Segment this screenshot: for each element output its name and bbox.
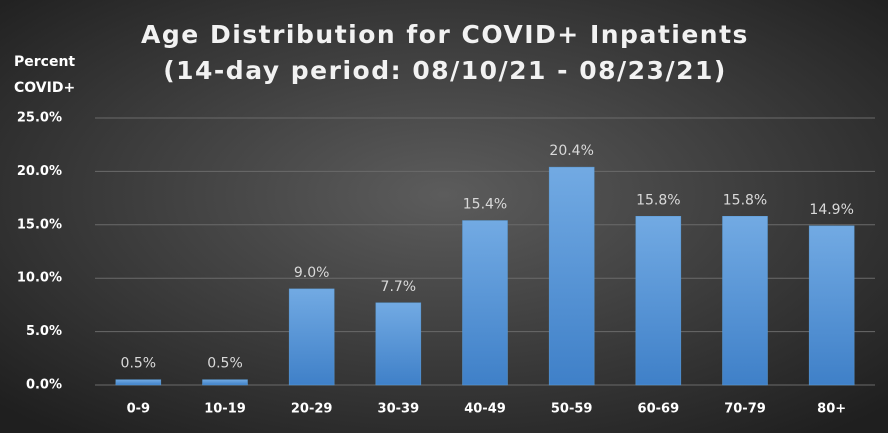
y-tick-label: 0.0%	[26, 378, 62, 393]
bar	[635, 216, 682, 386]
bar	[548, 166, 595, 386]
x-tick-label: 40-49	[464, 402, 506, 417]
bar	[375, 302, 422, 386]
data-label: 0.5%	[207, 356, 243, 372]
bar	[808, 225, 855, 386]
x-tick-label: 10-19	[204, 402, 246, 417]
data-label: 15.4%	[463, 197, 507, 213]
bar	[202, 379, 248, 386]
data-label: 9.0%	[294, 265, 330, 281]
x-tick-label: 60-69	[638, 402, 680, 417]
x-tick-label: 70-79	[724, 402, 766, 417]
y-axis-label: COVID+	[14, 80, 75, 96]
bar	[722, 216, 768, 386]
bar	[462, 220, 508, 386]
bar	[115, 379, 162, 386]
data-label: 14.9%	[809, 202, 853, 218]
x-tick-label: 0-9	[127, 402, 151, 417]
y-tick-label: 10.0%	[17, 271, 62, 286]
x-tick-label: 50-59	[551, 402, 593, 417]
chart-title: Age Distribution for COVID+ Inpatients	[141, 20, 749, 49]
data-label: 20.4%	[549, 143, 593, 159]
data-label: 15.8%	[636, 192, 680, 208]
y-tick-label: 20.0%	[17, 164, 62, 179]
y-axis-label: Percent	[14, 54, 75, 70]
bar	[288, 288, 335, 386]
data-label: 7.7%	[381, 279, 417, 295]
data-label: 15.8%	[723, 192, 767, 208]
y-tick-label: 25.0%	[17, 111, 62, 126]
x-tick-label: 30-39	[378, 402, 420, 417]
y-tick-label: 5.0%	[26, 324, 62, 339]
x-tick-label: 20-29	[291, 402, 333, 417]
x-tick-label: 80+	[817, 402, 846, 417]
chart-subtitle: (14-day period: 08/10/21 - 08/23/21)	[163, 56, 727, 85]
data-label: 0.5%	[121, 356, 157, 372]
y-tick-label: 15.0%	[17, 217, 62, 232]
